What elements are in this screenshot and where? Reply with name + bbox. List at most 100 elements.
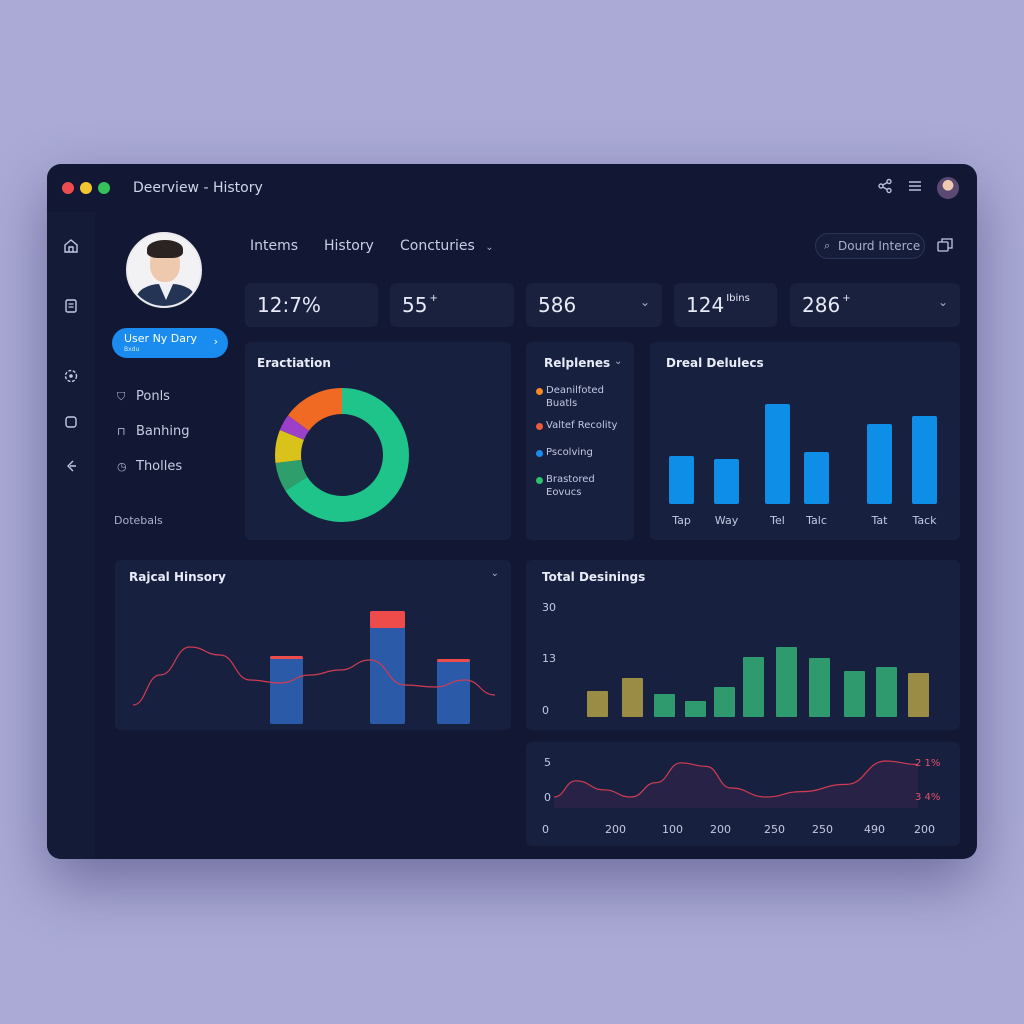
x-tick-label: 490 (864, 823, 885, 836)
x-tick-label: 200 (710, 823, 731, 836)
sidebar-item-banhing[interactable]: ⊓ Banhing (117, 424, 189, 439)
bar (270, 656, 303, 724)
tab-history[interactable]: History (324, 238, 374, 254)
area-fill (554, 761, 918, 808)
shield-icon: ⛉ (117, 390, 126, 403)
x-tick-label: 200 (605, 823, 626, 836)
bar (587, 691, 608, 717)
x-tick-label: 100 (662, 823, 683, 836)
stat-card[interactable]: 124 Ibins (674, 283, 777, 327)
bar-chart-card: Dreal Delulecs Tap Way Tel Talc Tat Tack (650, 342, 960, 540)
stat-value: 12:7% (257, 293, 321, 317)
bar (685, 701, 706, 717)
annotation-label: 2 1% (915, 758, 940, 769)
back-icon[interactable] (61, 456, 81, 476)
maximize-window-button[interactable] (98, 182, 110, 194)
chevron-right-icon: › (213, 335, 218, 348)
legend-item: Deanilfoted Buatls (536, 384, 626, 410)
card-title: Total Desinings (542, 570, 646, 584)
history-card: Rajcal Hinsory ⌄ (115, 560, 511, 730)
profile-avatar[interactable] (126, 232, 202, 308)
lock-icon: ⊓ (117, 425, 126, 438)
menu-icon[interactable] (905, 178, 925, 198)
bar-cap (437, 659, 470, 662)
user-profile-sublabel: Bxdu (124, 346, 140, 353)
stat-value: 55 + (402, 293, 438, 317)
bar-cap (370, 611, 405, 628)
close-window-button[interactable] (62, 182, 74, 194)
donut-chart (275, 388, 409, 522)
bar (844, 671, 865, 717)
chevron-down-icon: ⌄ (485, 242, 494, 253)
donut-slice (275, 388, 409, 522)
stat-card[interactable]: 286 + ⌄ (790, 283, 960, 327)
home-icon[interactable] (61, 236, 81, 256)
bar (809, 658, 830, 717)
bar (669, 456, 694, 504)
stat-value: 124 Ibins (686, 293, 750, 317)
card-title: Rajcal Hinsory (129, 570, 226, 584)
bar (437, 659, 470, 724)
x-tick-label: 250 (764, 823, 785, 836)
search-placeholder: Dourd Interce (838, 239, 921, 253)
document-icon[interactable] (61, 296, 81, 316)
sidebar-item-tholles[interactable]: ◷ Tholles (117, 459, 182, 474)
stat-value: 586 (538, 293, 577, 317)
layers-icon[interactable] (935, 236, 955, 254)
tab-concturies[interactable]: Concturies ⌄ (400, 238, 494, 254)
chevron-down-icon: ⌄ (639, 295, 650, 309)
minimize-window-button[interactable] (80, 182, 92, 194)
sidebar-item-ponls[interactable]: ⛉ Ponls (117, 389, 170, 404)
chevron-down-icon[interactable]: ⌄ (490, 568, 499, 579)
x-tick-label: 0 (542, 823, 549, 836)
bar (776, 647, 797, 717)
search-input[interactable]: ⌕ Dourd Interce (815, 233, 925, 259)
bar (654, 694, 675, 717)
sidebar-item-label: Ponls (136, 389, 170, 404)
y-tick-label: 5 (544, 756, 551, 769)
share-icon[interactable] (875, 178, 895, 198)
chevron-down-icon[interactable]: ⌄ (614, 356, 623, 367)
x-tick-label: Tat (871, 514, 888, 527)
stat-value: 286 + (802, 293, 851, 317)
legend-item: Valtef Recolity (536, 419, 626, 432)
sidebar-item-label: Tholles (136, 459, 183, 474)
y-tick-label: 0 (544, 791, 551, 804)
bar (912, 416, 937, 504)
y-tick-label: 0 (542, 704, 549, 717)
y-tick-label: 13 (542, 652, 556, 665)
x-tick-label: Talc (806, 514, 827, 527)
stat-card[interactable]: 55 + (390, 283, 514, 327)
x-tick-label: 250 (812, 823, 833, 836)
bar (370, 611, 405, 724)
settings-icon[interactable] (61, 366, 81, 386)
icon-rail (47, 212, 95, 859)
bar (622, 678, 643, 717)
legend-card: Relplenes ⌄ Deanilfoted Buatls Valtef Re… (526, 342, 634, 540)
user-profile-button[interactable]: User Ny Dary Bxdu › (112, 328, 228, 358)
chevron-down-icon: ⌄ (937, 295, 948, 309)
card-title: Dreal Delulecs (666, 356, 764, 370)
bar (765, 404, 790, 504)
stat-card[interactable]: 12:7% (245, 283, 378, 327)
series-line (132, 646, 496, 706)
user-avatar[interactable] (937, 177, 959, 199)
folder-icon[interactable] (61, 412, 81, 432)
area-chart: 5 0 0 200 100 200 250 250 490 200 2 1% 3 4% (542, 756, 940, 836)
bar (876, 667, 897, 717)
x-tick-label: Tel (770, 514, 785, 527)
stat-card[interactable]: 586 ⌄ (526, 283, 662, 327)
x-tick-label: Way (714, 514, 739, 527)
bar (743, 657, 764, 717)
card-title: Eractiation (257, 356, 331, 370)
x-tick-label: Tack (912, 514, 937, 527)
annotation-label: 3 4% (915, 792, 940, 803)
donut-card: Eractiation (245, 342, 511, 540)
tab-intems[interactable]: Intems (250, 238, 299, 254)
area-card: 5 0 0 200 100 200 250 250 490 200 2 1% 3 4% (526, 742, 960, 846)
donut-slice (275, 388, 409, 522)
bar (908, 673, 929, 717)
sidebar-item-label: Banhing (136, 424, 190, 439)
totals-card: Total Desinings 30 13 0 (526, 560, 960, 730)
bar (714, 459, 739, 504)
